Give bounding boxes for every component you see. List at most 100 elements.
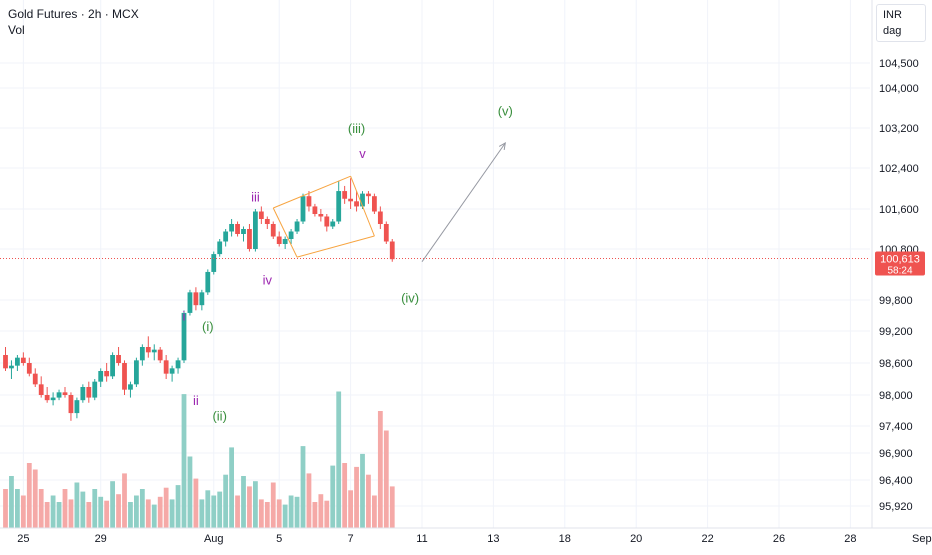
volume-bar[interactable] (211, 495, 217, 529)
volume-bar[interactable] (44, 502, 50, 528)
candle-body[interactable] (217, 241, 223, 255)
volume-bar[interactable] (145, 499, 151, 528)
candle-body[interactable] (276, 236, 282, 245)
volume-bar[interactable] (86, 502, 92, 528)
volume-bar[interactable] (181, 394, 187, 528)
candle-body[interactable] (9, 365, 14, 369)
channel-lower-line[interactable] (296, 235, 375, 258)
candle-body[interactable] (264, 219, 270, 224)
volume-bar[interactable] (15, 489, 20, 528)
candle-body[interactable] (139, 347, 145, 361)
volume-bar[interactable] (80, 491, 86, 528)
volume-bar[interactable] (169, 499, 175, 528)
volume-bar[interactable] (151, 504, 157, 528)
projection-arrow-line[interactable] (421, 142, 506, 263)
volume-bar[interactable] (32, 469, 38, 529)
volume-bar[interactable] (199, 499, 205, 528)
volume-bar[interactable] (377, 411, 383, 528)
candle-body[interactable] (169, 368, 175, 374)
volume-bar[interactable] (282, 504, 288, 528)
volume-bar[interactable] (306, 473, 312, 528)
candle-body[interactable] (241, 229, 246, 234)
volume-bar[interactable] (241, 476, 246, 528)
candle-body[interactable] (300, 196, 306, 222)
candle-body[interactable] (44, 395, 50, 401)
candle-body[interactable] (68, 395, 74, 414)
candle-body[interactable] (104, 371, 110, 377)
volume-bar[interactable] (223, 474, 229, 528)
volume-bar[interactable] (276, 499, 282, 528)
candle-body[interactable] (38, 384, 44, 395)
candle-body[interactable] (247, 229, 252, 249)
wave-label-sub[interactable]: iv (263, 273, 273, 288)
volume-bar[interactable] (336, 391, 342, 529)
candle-body[interactable] (74, 400, 80, 414)
volume-bar[interactable] (116, 494, 121, 528)
candle-body[interactable] (336, 191, 342, 222)
wave-label-minor[interactable]: (ii) (212, 409, 226, 424)
channel-left-edge[interactable] (272, 207, 298, 258)
candle-body[interactable] (20, 357, 26, 363)
channel-right-edge[interactable] (350, 176, 375, 237)
wave-label-minor[interactable]: (v) (498, 104, 513, 119)
wave-label-sub[interactable]: v (359, 146, 366, 161)
volume-bar[interactable] (348, 490, 353, 528)
volume-bar[interactable] (372, 495, 377, 529)
candle-body[interactable] (205, 271, 211, 293)
volume-bar[interactable] (342, 463, 348, 528)
candle-body[interactable] (175, 360, 181, 369)
volume-bar[interactable] (312, 502, 318, 528)
candle-body[interactable] (157, 349, 163, 361)
candle-body[interactable] (270, 224, 276, 237)
channel-upper-line[interactable] (273, 175, 351, 209)
volume-bar[interactable] (163, 487, 169, 528)
volume-bar[interactable] (288, 495, 294, 529)
candle-body[interactable] (389, 241, 395, 260)
volume-bar[interactable] (50, 495, 56, 529)
volume-bar[interactable] (366, 474, 371, 528)
candle-body[interactable] (211, 254, 217, 272)
wave-label-sub[interactable]: iii (251, 189, 260, 204)
candle-body[interactable] (324, 216, 330, 227)
volume-bar[interactable] (26, 463, 32, 528)
volume-bar[interactable] (187, 456, 193, 529)
volume-bar[interactable] (139, 489, 145, 528)
candle-body[interactable] (3, 355, 8, 369)
candle-body[interactable] (193, 292, 199, 306)
volume-bar[interactable] (128, 502, 133, 528)
volume-bar[interactable] (253, 481, 258, 528)
volume-bar[interactable] (38, 489, 44, 528)
candle-body[interactable] (383, 224, 389, 242)
candle-body[interactable] (98, 371, 104, 382)
candle-body[interactable] (354, 201, 359, 207)
candle-body[interactable] (122, 363, 127, 390)
candle-body[interactable] (282, 239, 288, 244)
candle-body[interactable] (366, 193, 371, 197)
volume-bar[interactable] (20, 495, 26, 529)
volume-bar[interactable] (354, 466, 359, 528)
volume-bar[interactable] (56, 502, 62, 528)
candle-body[interactable] (253, 211, 258, 250)
candle-body[interactable] (62, 392, 68, 395)
volume-bar[interactable] (205, 490, 211, 528)
candle-body[interactable] (26, 363, 32, 374)
volume-bar[interactable] (330, 465, 336, 528)
candle-body[interactable] (360, 193, 365, 207)
volume-bar[interactable] (68, 499, 74, 528)
wave-label-minor[interactable]: (iv) (401, 290, 419, 305)
wave-label-sub[interactable]: ii (193, 393, 199, 408)
candle-body[interactable] (128, 384, 133, 390)
volume-bar[interactable] (300, 446, 306, 528)
candle-body[interactable] (151, 349, 157, 353)
volume-bar[interactable] (383, 430, 389, 529)
volume-bar[interactable] (264, 502, 270, 528)
volume-bar[interactable] (229, 447, 234, 528)
candle-body[interactable] (312, 206, 318, 214)
candle-body[interactable] (110, 355, 115, 377)
volume-bar[interactable] (193, 478, 199, 528)
candle-body[interactable] (288, 231, 294, 240)
wave-label-minor[interactable]: (i) (202, 319, 214, 334)
candle-body[interactable] (116, 355, 121, 363)
candle-body[interactable] (181, 312, 187, 361)
